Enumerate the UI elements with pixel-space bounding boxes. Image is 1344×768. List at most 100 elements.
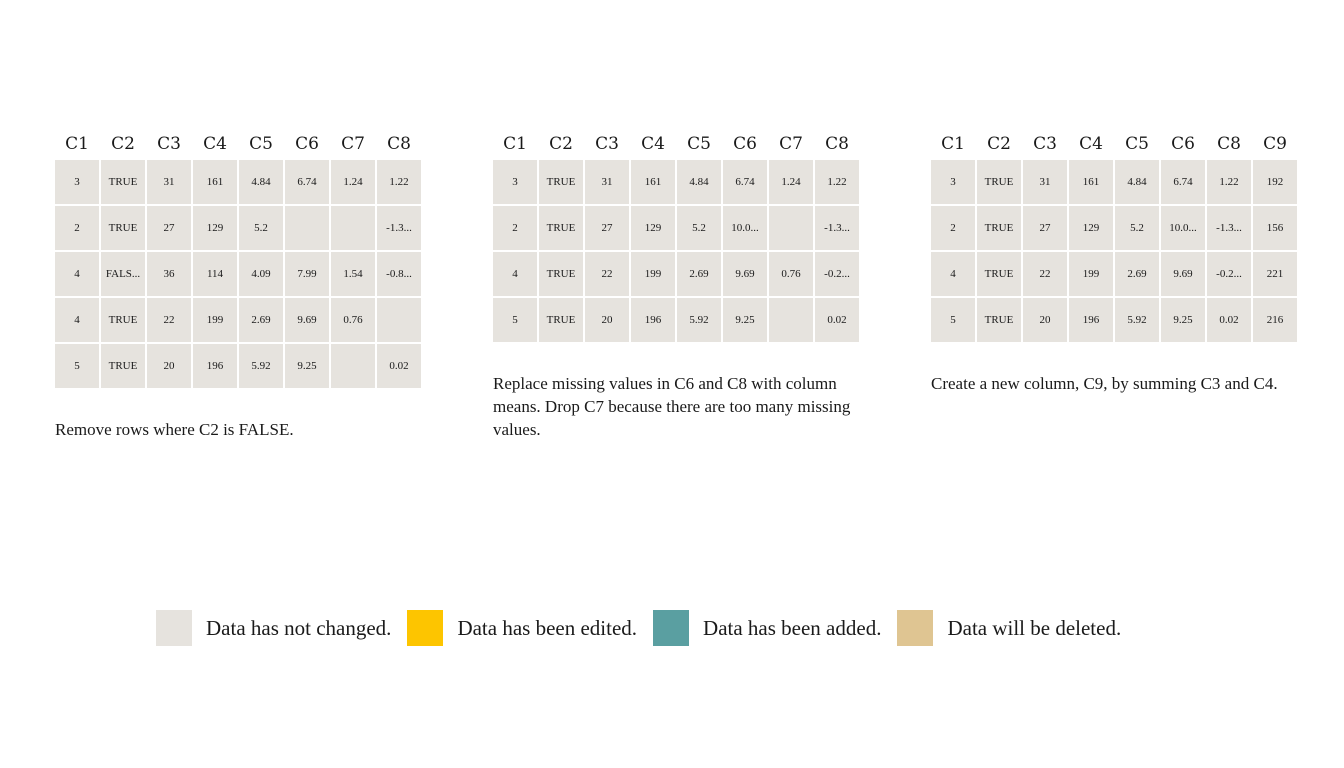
table-cell: 22 [1023, 252, 1067, 296]
table-cell: 129 [193, 206, 237, 250]
legend-item: Data has been added. [653, 610, 881, 646]
table-cell [769, 298, 813, 342]
table-cell: TRUE [101, 298, 145, 342]
table-cell: 5.92 [239, 344, 283, 388]
table-cell: 221 [1253, 252, 1297, 296]
table-cell [331, 206, 375, 250]
panel-add-column: C1 C2 C3 C4 C5 C6 C8 C9 3 TRUE 31 161 4.84 6.74 1.22 19… [931, 128, 1299, 395]
column-header: C5 [249, 134, 273, 154]
column-header: C8 [1217, 134, 1241, 154]
table-cell [331, 344, 375, 388]
column-header: C6 [1171, 134, 1195, 154]
legend-item: Data will be deleted. [897, 610, 1121, 646]
table-cell: 129 [631, 206, 675, 250]
table-cell: 4.09 [239, 252, 283, 296]
table-cell: 31 [147, 160, 191, 204]
table-cell: 5.92 [1115, 298, 1159, 342]
table-row: 4 FALS... 36 114 4.09 7.99 1.54 -0.8... [55, 252, 421, 296]
panel-remove-rows: C1 C2 C3 C4 C5 C6 C7 C8 3 TRUE 31 161 4.84 6.74 1.24 1.… [55, 128, 423, 441]
table-cell: 3 [493, 160, 537, 204]
legend-label: Data has been edited. [457, 615, 638, 640]
table-cell: 2.69 [677, 252, 721, 296]
table-cell: 1.22 [377, 160, 421, 204]
table-row: 4 TRUE 22 199 2.69 9.69 -0.2... 221 [931, 252, 1297, 296]
table-cell: 10.0... [723, 206, 767, 250]
table-cell: 0.02 [815, 298, 859, 342]
column-header: C2 [987, 134, 1011, 154]
column-header: C9 [1263, 134, 1287, 154]
table-cell: 161 [1069, 160, 1113, 204]
table-cell: 4.84 [677, 160, 721, 204]
table-cell: FALS... [101, 252, 145, 296]
table-cell: 31 [1023, 160, 1067, 204]
table-cell: 2 [55, 206, 99, 250]
table-cell: 27 [1023, 206, 1067, 250]
table-cell: 199 [631, 252, 675, 296]
panel-caption: Create a new column, C9, by summing C3 a… [931, 374, 1278, 393]
column-header: C2 [549, 134, 573, 154]
table-cell: 0.76 [331, 298, 375, 342]
table-cell: 4 [55, 252, 99, 296]
table-cell: 31 [585, 160, 629, 204]
table-cell: 161 [631, 160, 675, 204]
table-cell: 20 [1023, 298, 1067, 342]
table-cell: 22 [147, 298, 191, 342]
table-cell: 5 [493, 298, 537, 342]
table-cell: 9.25 [1161, 298, 1205, 342]
table-cell: -1.3... [377, 206, 421, 250]
table-cell: 2.69 [239, 298, 283, 342]
table-cell: 1.24 [331, 160, 375, 204]
table-cell: 0.76 [769, 252, 813, 296]
table-row: 3 TRUE 31 161 4.84 6.74 1.24 1.22 [493, 160, 859, 204]
table-cell: 196 [193, 344, 237, 388]
header-row: C1 C2 C3 C4 C5 C6 C7 C8 [493, 130, 859, 158]
table-cell: 216 [1253, 298, 1297, 342]
column-header: C4 [203, 134, 227, 154]
table-cell: 9.69 [1161, 252, 1205, 296]
table-cell: 2 [493, 206, 537, 250]
table-cell: 4 [931, 252, 975, 296]
table-row: 4 TRUE 22 199 2.69 9.69 0.76 -0.2... [493, 252, 859, 296]
table-row: 3 TRUE 31 161 4.84 6.74 1.24 1.22 [55, 160, 421, 204]
table-cell: 9.25 [285, 344, 329, 388]
legend-item: Data has not changed. [156, 610, 391, 646]
table-cell: 3 [931, 160, 975, 204]
table-row: 2 TRUE 27 129 5.2 10.0... -1.3... [493, 206, 859, 250]
legend-label: Data will be deleted. [947, 615, 1122, 640]
legend: Data has not changed. Data has been edite… [156, 610, 1137, 646]
table-cell: -0.8... [377, 252, 421, 296]
table-cell: 1.54 [331, 252, 375, 296]
table-cell: 196 [1069, 298, 1113, 342]
table-cell: 192 [1253, 160, 1297, 204]
column-header: C4 [1079, 134, 1103, 154]
table-row: 4 TRUE 22 199 2.69 9.69 0.76 [55, 298, 421, 342]
data-table: C1 C2 C3 C4 C5 C6 C7 C8 3 TRUE 31 161 4.84 6.74 1.24 1.… [491, 128, 861, 344]
data-table: C1 C2 C3 C4 C5 C6 C7 C8 3 TRUE 31 161 4.84 6.74 1.24 1.… [53, 128, 423, 390]
table-cell: TRUE [101, 344, 145, 388]
table-cell: 129 [1069, 206, 1113, 250]
table-cell: 0.02 [377, 344, 421, 388]
table-cell: 5 [931, 298, 975, 342]
table-cell: TRUE [539, 298, 583, 342]
table-cell: 20 [585, 298, 629, 342]
column-header: C7 [779, 134, 803, 154]
column-header: C8 [825, 134, 849, 154]
table-cell: 4 [493, 252, 537, 296]
table-cell: 0.02 [1207, 298, 1251, 342]
table-cell: TRUE [977, 298, 1021, 342]
table-cell: 5 [55, 344, 99, 388]
table-row: 5 TRUE 20 196 5.92 9.25 0.02 [493, 298, 859, 342]
table-cell: TRUE [101, 160, 145, 204]
column-header: C1 [503, 134, 527, 154]
table-cell: 6.74 [723, 160, 767, 204]
table-row: 5 TRUE 20 196 5.92 9.25 0.02 [55, 344, 421, 388]
column-header: C5 [687, 134, 711, 154]
table-cell: -0.2... [1207, 252, 1251, 296]
column-header: C4 [641, 134, 665, 154]
table-cell: TRUE [539, 160, 583, 204]
table-cell: TRUE [977, 252, 1021, 296]
table-cell: 9.69 [285, 298, 329, 342]
table-cell: TRUE [539, 206, 583, 250]
column-header: C6 [295, 134, 319, 154]
table-cell: 1.24 [769, 160, 813, 204]
